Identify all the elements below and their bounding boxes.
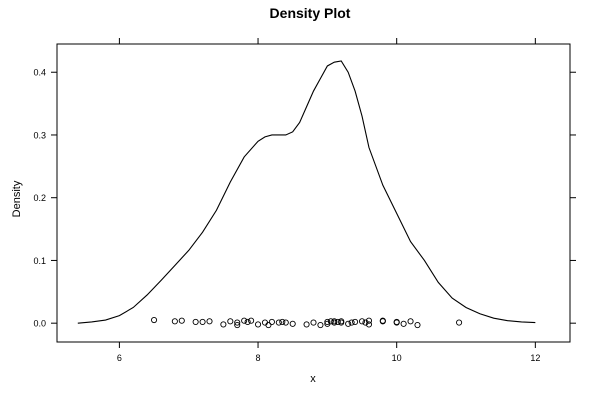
rug-point: [150, 316, 158, 324]
y-tick-label: 0.3: [33, 130, 46, 140]
rug-points-layer: [150, 316, 463, 329]
rug-point: [303, 321, 310, 328]
x-axis-label: x: [310, 373, 316, 385]
rug-point: [345, 320, 352, 327]
rug-point: [199, 318, 206, 325]
rug-point: [178, 317, 185, 324]
rug-point: [324, 318, 331, 325]
rug-point: [289, 320, 296, 327]
rug-point: [334, 318, 341, 325]
axis-ticks: 6 8 10 12 0.0 0.1 0.2 0.3 0.4: [33, 38, 576, 363]
rug-point: [248, 317, 255, 324]
rug-point: [206, 318, 213, 325]
y-axis-label: Density: [11, 180, 23, 217]
rug-point: [358, 318, 366, 325]
rug-point: [327, 318, 334, 325]
rug-point: [192, 318, 199, 325]
rug-point: [393, 319, 400, 326]
rug-point: [227, 318, 234, 325]
rug-point: [317, 322, 324, 329]
rug-point: [171, 318, 178, 325]
chart-title: Density Plot: [270, 5, 351, 21]
rug-point: [400, 320, 407, 327]
rug-point: [348, 319, 355, 326]
y-tick-label: 0.4: [33, 68, 46, 78]
rug-point: [265, 322, 272, 329]
x-tick-label: 12: [530, 353, 540, 363]
rug-point: [234, 319, 241, 326]
rug-point: [331, 318, 338, 325]
rug-point: [244, 318, 251, 325]
x-tick-label: 8: [256, 353, 261, 363]
rug-point: [407, 318, 414, 325]
rug-point: [310, 319, 317, 326]
rug-point: [282, 319, 289, 326]
y-tick-label: 0.1: [33, 256, 46, 266]
rug-point: [365, 321, 373, 328]
rug-point: [241, 317, 248, 324]
rug-point: [456, 319, 463, 326]
rug-point: [338, 318, 345, 325]
rug-point: [279, 318, 286, 325]
density-curve-layer: [77, 60, 536, 324]
rug-point: [365, 317, 373, 324]
rug-point: [220, 321, 227, 328]
y-tick-label: 0.0: [33, 319, 46, 329]
y-tick-label: 0.2: [33, 193, 46, 203]
rug-point: [379, 318, 386, 325]
rug-point: [268, 318, 275, 325]
x-tick-label: 10: [392, 353, 402, 363]
density-curve: [77, 60, 536, 324]
rug-point: [234, 322, 241, 329]
x-tick-label: 6: [117, 353, 122, 363]
rug-point: [275, 319, 282, 326]
plot-frame: [56, 43, 571, 343]
rug-point: [414, 322, 421, 329]
rug-point: [254, 321, 262, 328]
rug-point: [362, 319, 369, 326]
rug-point: [352, 318, 359, 325]
